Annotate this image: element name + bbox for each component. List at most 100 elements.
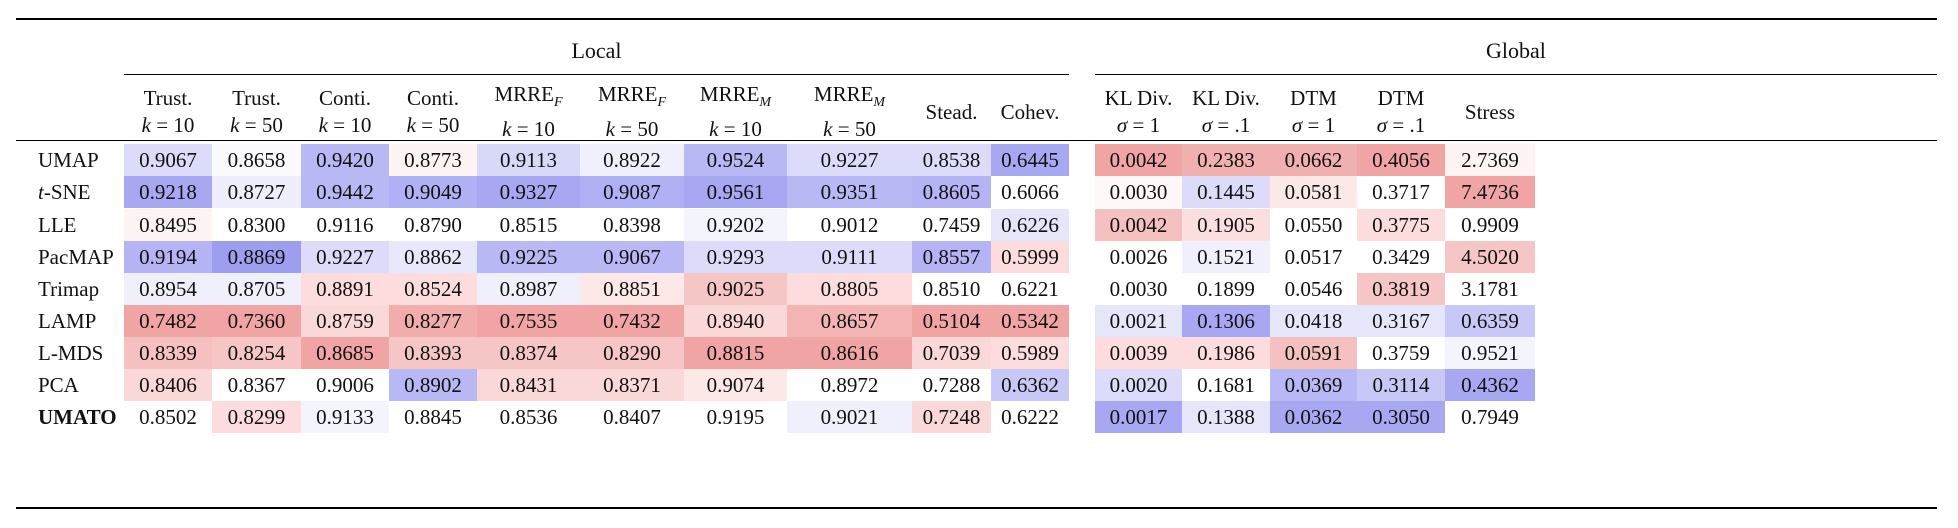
row-label: L-MDS [38,341,104,365]
table-cell: 0.8538 [912,144,991,176]
table-cell: 0.8339 [124,337,212,369]
table-cell: 0.9227 [301,241,389,273]
table-cell: 0.8605 [912,176,991,208]
column-header: KL Div. σ = .1 [1182,84,1270,140]
table-cell: 0.9067 [124,144,212,176]
column-header: Cohev. [991,84,1069,140]
column-header-line1: MRREM [699,81,772,111]
column-header: MRREM k = 10 [684,81,787,141]
column-header-line2: k = 10 [502,117,555,142]
table-cell: 0.0581 [1270,176,1357,208]
column-header-line1: DTM [1377,86,1425,110]
bottom-rule [16,507,1937,509]
table-cell: 0.0369 [1270,369,1357,401]
table-cell: 0.9195 [684,401,787,433]
table-cell: 0.8407 [580,401,684,433]
table-cell: 0.1899 [1182,273,1270,305]
row-label: PacMAP [38,245,114,269]
table-cell: 0.8557 [912,241,991,273]
column-header: Conti. k = 50 [389,84,477,140]
table-cell: 0.0546 [1270,273,1357,305]
column-header-line1: KL Div. [1104,86,1173,110]
table-cell: 0.9524 [684,144,787,176]
table-cell: 0.8495 [124,209,212,241]
column-header: MRREF k = 10 [477,81,580,142]
column-header-line2: k = 10 [318,113,372,137]
column-header: Conti. k = 10 [301,84,389,140]
table-cell: 0.9521 [1445,337,1535,369]
table-cell: 0.0550 [1270,209,1357,241]
table-cell: 0.3050 [1357,401,1445,433]
table-cell: 0.0042 [1095,144,1182,176]
table-cell: 0.8398 [580,209,684,241]
table-cell: 0.9074 [684,369,787,401]
table-cell: 0.1445 [1182,176,1270,208]
table-cell: 0.8515 [477,209,580,241]
table-cell: 0.8367 [212,369,301,401]
table-cell: 0.7432 [580,305,684,337]
table-cell: 0.6362 [991,369,1069,401]
table-cell: 0.4362 [1445,369,1535,401]
table-cell: 0.8657 [787,305,912,337]
row-label: UMATO [38,405,117,429]
table-cell: 0.8290 [580,337,684,369]
table-cell: 0.3114 [1357,369,1445,401]
top-rule [16,18,1937,20]
column-header: DTM σ = 1 [1270,84,1357,140]
column-header-line1: KL Div. [1192,86,1260,110]
table-cell: 0.8954 [124,273,212,305]
table-cell: 0.1681 [1182,369,1270,401]
table-cell: 0.9021 [787,401,912,433]
table-cell: 0.8374 [477,337,580,369]
table-cell: 0.9420 [301,144,389,176]
column-header: DTM σ = .1 [1357,84,1445,140]
table-cell: 0.8502 [124,401,212,433]
table-cell: 0.8300 [212,209,301,241]
row-label: LAMP [38,309,97,333]
table-cell: 0.9067 [580,241,684,273]
table-cell: 0.8616 [787,337,912,369]
table-cell: 0.8845 [389,401,477,433]
table-cell: 0.9225 [477,241,580,273]
table-cell: 0.5989 [991,337,1069,369]
table-cell: 0.3819 [1357,273,1445,305]
table-cell: 0.3775 [1357,209,1445,241]
table-cell: 2.7369 [1445,144,1535,176]
row-label: UMAP [38,148,99,172]
table-cell: 0.6066 [991,176,1069,208]
column-header-line1: MRREF [494,81,563,111]
table-cell: 0.3717 [1357,176,1445,208]
table-cell: 7.4736 [1445,176,1535,208]
column-header: MRREM k = 50 [787,82,912,141]
table-cell: 0.8299 [212,401,301,433]
table-cell: 0.0042 [1095,209,1182,241]
table-cell: 0.9351 [787,176,912,208]
table-cell: 0.8406 [124,369,212,401]
table-cell: 0.9194 [124,241,212,273]
table-cell: 0.7482 [124,305,212,337]
table-cell: 0.8727 [212,176,301,208]
column-header-line2: k = 10 [141,113,195,137]
table-cell: 0.7039 [912,337,991,369]
column-header-line2: σ = .1 [1376,113,1426,137]
table-cell: 0.8705 [212,273,301,305]
table-cell: 0.0030 [1095,176,1182,208]
table-cell: 0.0517 [1270,241,1357,273]
header-rule [16,140,1937,141]
table-cell: 0.8431 [477,369,580,401]
table-cell: 0.8940 [684,305,787,337]
table-cell: 0.8972 [787,369,912,401]
table-cell: 0.0591 [1270,337,1357,369]
table-cell: 4.5020 [1445,241,1535,273]
column-header-line1: MRREF [597,81,667,111]
table-cell: 0.6445 [991,144,1069,176]
table-cell: 0.0362 [1270,401,1357,433]
row-label: LLE [38,213,77,237]
table-cell: 0.9561 [684,176,787,208]
table-cell: 0.0418 [1270,305,1357,337]
column-header: Stress [1445,84,1535,140]
table-cell: 0.7288 [912,369,991,401]
table-cell: 0.9025 [684,273,787,305]
group-rule-local [124,74,1069,75]
table-cell: 0.8393 [389,337,477,369]
